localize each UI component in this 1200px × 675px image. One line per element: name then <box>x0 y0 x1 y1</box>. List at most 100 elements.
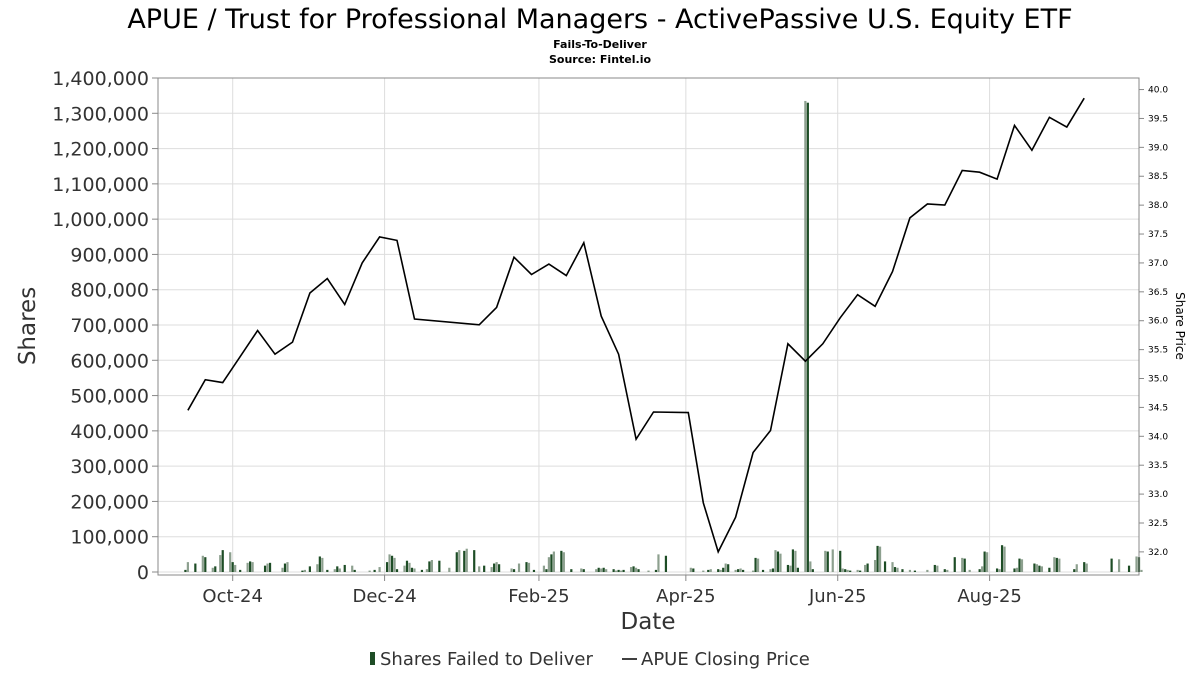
ftd-bar <box>1033 563 1036 572</box>
y2-tick-label: 32.0 <box>1148 548 1168 558</box>
legend-line-label: APUE Closing Price <box>641 649 810 670</box>
ftd-bar <box>493 563 496 572</box>
ftd-bar <box>303 569 307 572</box>
ftd-bar <box>769 569 772 572</box>
ftd-bar <box>249 561 252 572</box>
y-tick-label: 1,000,000 <box>52 209 149 231</box>
ftd-bar <box>689 567 692 572</box>
x-axis-ticks: Oct-24 Dec-24 Feb-25 Apr-25 Jun-25 Aug-25 <box>202 575 1022 607</box>
y-tick-label: 800,000 <box>70 280 149 302</box>
ftd-bar <box>473 550 476 572</box>
ftd-bar <box>893 567 897 572</box>
ftd-bar <box>756 558 760 572</box>
ftd-bar <box>983 551 986 572</box>
ftd-bar <box>1075 564 1078 572</box>
ftd-bar <box>246 562 249 572</box>
ftd-bar <box>878 546 882 572</box>
ftd-bar <box>495 562 498 572</box>
ftd-bar <box>811 569 814 572</box>
ftd-bar <box>978 569 981 572</box>
ftd-bar <box>353 569 356 572</box>
chart-subtitle-source: Source: Fintel.io <box>549 53 651 66</box>
y-tick-label: 600,000 <box>70 350 149 372</box>
ftd-bar <box>849 570 852 572</box>
y2-axis-label: Share Price <box>1173 292 1187 360</box>
ftd-bar <box>1058 558 1061 572</box>
ftd-bar <box>876 545 879 572</box>
chart-title: APUE / Trust for Professional Managers -… <box>127 4 1072 35</box>
ftd-bar <box>1035 564 1039 572</box>
ftd-bar <box>385 562 389 572</box>
ftd-bar <box>986 552 989 572</box>
y2-tick-label: 37.0 <box>1148 259 1168 269</box>
ftd-bar <box>664 555 668 572</box>
ftd-bar <box>1055 557 1058 572</box>
ftd-bar <box>318 556 321 572</box>
ftd-bar <box>1140 569 1143 572</box>
ftd-bar <box>657 554 660 572</box>
y-tick-label: 500,000 <box>70 386 149 408</box>
ftd-bar <box>724 563 727 572</box>
ftd-bar <box>525 562 528 572</box>
ftd-bar <box>201 555 204 572</box>
ftd-bar <box>761 569 765 572</box>
ftd-bar <box>844 569 847 572</box>
ftd-bar <box>343 564 346 572</box>
ftd-bar <box>717 569 720 572</box>
ftd-bar <box>547 557 551 572</box>
y2-tick-label: 37.5 <box>1148 230 1168 240</box>
ftd-bar <box>629 567 633 572</box>
grid <box>158 77 1139 575</box>
ftd-bar <box>316 564 319 572</box>
ftd-bar <box>281 567 284 572</box>
ftd-bar <box>707 569 710 572</box>
ftd-bar <box>582 569 585 572</box>
ftd-bar <box>448 567 451 572</box>
ftd-bar <box>219 555 222 572</box>
plot-area-frame <box>157 77 1140 576</box>
y-axis-ticks: 0 100,000 200,000 300,000 400,000 500,000 600,… <box>52 68 158 584</box>
ftd-bar <box>597 567 600 572</box>
ftd-bar <box>268 562 272 572</box>
ftd-bar <box>796 567 799 572</box>
y2-tick-label: 36.0 <box>1148 317 1168 327</box>
ftd-bar <box>998 569 1001 572</box>
ftd-bar <box>1018 558 1021 572</box>
ftd-bar <box>786 564 790 572</box>
ftd-bar <box>263 565 267 572</box>
ftd-bar <box>1040 566 1043 572</box>
ftd-bar <box>622 569 625 572</box>
y2-tick-label: 33.5 <box>1148 461 1168 471</box>
y-tick-label: 1,300,000 <box>52 103 149 125</box>
ftd-bar <box>824 550 827 572</box>
ftd-bar <box>901 569 904 572</box>
y2-tick-label: 39.5 <box>1148 114 1168 124</box>
ftd-bar <box>1085 563 1088 572</box>
legend: Shares Failed to Deliver APUE Closing Pr… <box>370 649 810 670</box>
ftd-bar <box>266 563 269 572</box>
y2-tick-label: 36.5 <box>1148 288 1168 298</box>
ftd-bar <box>194 563 197 572</box>
y2-tick-label: 34.5 <box>1148 403 1168 413</box>
y2-tick-label: 33.0 <box>1148 490 1168 500</box>
ftd-bar <box>1015 567 1019 572</box>
ftd-bar <box>542 565 546 572</box>
y-tick-label: 700,000 <box>70 315 149 337</box>
ftd-bar <box>373 569 376 572</box>
y-tick-label: 200,000 <box>70 491 149 513</box>
ftd-bar <box>995 568 999 572</box>
ftd-bar <box>846 569 849 572</box>
ftd-bar <box>438 560 441 572</box>
ftd-bar <box>1073 569 1076 572</box>
ftd-bar <box>605 569 608 572</box>
ftd-bar <box>933 564 936 572</box>
ftd-bar <box>234 564 237 572</box>
ftd-bar <box>552 551 555 572</box>
y-tick-label: 400,000 <box>70 421 149 443</box>
ftd-bar <box>368 570 371 572</box>
ftd-bar <box>647 570 650 572</box>
ftd-bar <box>1117 559 1121 572</box>
ftd-bar <box>856 569 859 572</box>
ftd-bar <box>570 569 573 572</box>
ftd-bar <box>595 569 598 572</box>
